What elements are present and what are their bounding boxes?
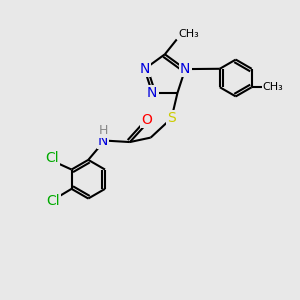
Text: CH₃: CH₃: [178, 29, 199, 39]
Text: Cl: Cl: [46, 194, 60, 208]
Text: N: N: [180, 62, 190, 76]
Text: H: H: [98, 124, 108, 137]
Text: S: S: [167, 111, 176, 125]
Text: N: N: [139, 62, 150, 76]
Text: N: N: [98, 134, 108, 148]
Text: N: N: [147, 86, 158, 100]
Text: O: O: [141, 113, 152, 127]
Text: CH₃: CH₃: [263, 82, 284, 92]
Text: Cl: Cl: [45, 151, 59, 165]
